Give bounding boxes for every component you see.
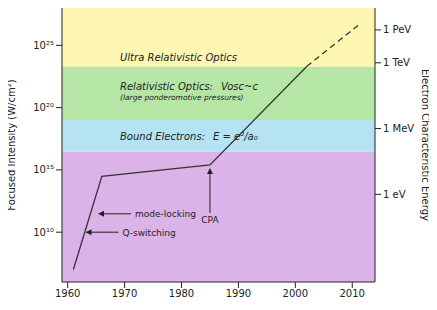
svg-text:1960: 1960 <box>55 288 80 299</box>
svg-text:(large ponderomotive pressures: (large ponderomotive pressures) <box>120 93 244 102</box>
svg-text:CPA: CPA <box>201 215 219 225</box>
svg-text:mode-locking: mode-locking <box>135 209 196 219</box>
svg-text:1 eV: 1 eV <box>383 189 406 200</box>
svg-text:10¹⁰: 10¹⁰ <box>33 227 54 238</box>
svg-text:Q-switching: Q-switching <box>122 228 175 238</box>
svg-text:Ultra Relativistic Optics: Ultra Relativistic Optics <box>120 52 237 63</box>
svg-text:10¹⁵: 10¹⁵ <box>33 164 54 175</box>
svg-text:10²⁰: 10²⁰ <box>33 102 54 113</box>
svg-text:2000: 2000 <box>283 288 308 299</box>
svg-text:1990: 1990 <box>226 288 251 299</box>
svg-text:1980: 1980 <box>169 288 194 299</box>
svg-text:Relativistic Optics:Vosc~c: Relativistic Optics:Vosc~c <box>120 81 258 92</box>
svg-text:10²⁵: 10²⁵ <box>33 40 54 51</box>
svg-text:1 MeV: 1 MeV <box>383 123 414 134</box>
svg-text:Bound Electrons:E = e²/a₀: Bound Electrons:E = e²/a₀ <box>120 131 258 142</box>
svg-text:Focused Intensity (W/cm²): Focused Intensity (W/cm²) <box>8 79 17 210</box>
svg-text:1 PeV: 1 PeV <box>383 24 411 35</box>
svg-text:1970: 1970 <box>112 288 137 299</box>
svg-text:Electron Characteristic Energy: Electron Characteristic Energy <box>420 69 429 221</box>
svg-text:1 TeV: 1 TeV <box>383 57 410 68</box>
svg-text:2010: 2010 <box>340 288 365 299</box>
